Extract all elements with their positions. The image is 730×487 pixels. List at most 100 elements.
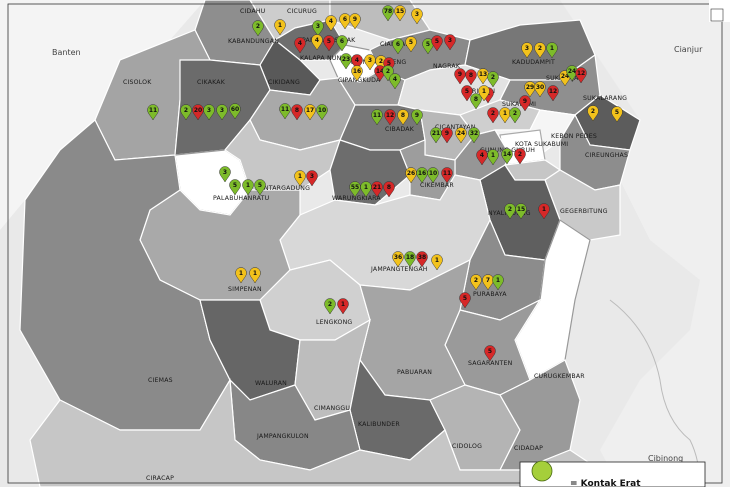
marker-count: 3 xyxy=(310,173,314,180)
outside-label-ciracap: CIRACAP xyxy=(146,475,174,482)
district-polygons xyxy=(19,0,641,487)
district-label: CIKIDANG xyxy=(268,79,300,86)
map-pin-icon xyxy=(534,42,546,59)
district-label: PABUARAN xyxy=(397,369,432,376)
marker-count: 12 xyxy=(386,112,394,119)
marker-count: 12 xyxy=(549,88,557,95)
marker-count: 2 xyxy=(491,74,495,81)
case-marker: 78 xyxy=(382,5,394,22)
map-pin-icon xyxy=(459,292,471,309)
marker-count: 1 xyxy=(503,110,507,117)
marker-count: 4 xyxy=(480,152,484,159)
case-marker: 60 xyxy=(229,103,241,120)
map-pin-icon xyxy=(501,148,513,165)
district-label: CURUGKEMBAR xyxy=(534,373,585,380)
marker-count: 60 xyxy=(231,106,239,113)
map-pin-icon xyxy=(349,181,361,198)
case-marker: 8 xyxy=(397,109,409,126)
case-marker: 1 xyxy=(360,181,372,198)
marker-count: 2 xyxy=(591,108,595,115)
marker-count: 9 xyxy=(523,98,527,105)
map-pin-icon xyxy=(392,251,404,268)
case-marker: 1 xyxy=(478,85,490,102)
marker-count: 6 xyxy=(343,16,347,23)
district-label: CIREUNGHAS xyxy=(585,152,628,159)
map-pin-icon xyxy=(422,38,434,55)
marker-count: 4 xyxy=(355,57,359,64)
map-pin-icon xyxy=(294,170,306,187)
map-pin-icon xyxy=(476,149,488,166)
marker-count: 2 xyxy=(513,110,517,117)
case-marker: 11 xyxy=(371,109,383,126)
map-pin-icon xyxy=(509,107,521,124)
case-marker: 3 xyxy=(364,54,376,71)
case-marker: 3 xyxy=(444,34,456,51)
map-pin-icon xyxy=(478,85,490,102)
marker-count: 1 xyxy=(435,257,439,264)
district-label: SIMPENAN xyxy=(228,286,262,293)
marker-count: 4 xyxy=(393,76,397,83)
map-pin-icon xyxy=(229,103,241,120)
marker-count: 21 xyxy=(432,130,440,137)
district-label: KOTA SUKABUMI xyxy=(515,141,568,148)
case-marker: 2 xyxy=(324,298,336,315)
district-label: JAMPANGKULON xyxy=(256,433,309,440)
case-marker: 8 xyxy=(291,104,303,121)
case-marker: 2 xyxy=(487,71,499,88)
district-label: SUKABUMI xyxy=(502,101,536,108)
marker-count: 38 xyxy=(418,254,426,261)
marker-count: 8 xyxy=(469,72,473,79)
case-marker: 5 xyxy=(254,179,266,196)
case-marker: 38 xyxy=(416,251,428,268)
marker-count: 8 xyxy=(295,107,299,114)
case-marker: 4 xyxy=(294,37,306,54)
case-marker: 21 xyxy=(430,127,442,144)
case-marker: 3 xyxy=(219,166,231,183)
district-label: SUKALARANG xyxy=(583,95,627,102)
district-label: CIKAKAK xyxy=(197,79,226,86)
marker-count: 1 xyxy=(496,277,500,284)
marker-count: 5 xyxy=(615,109,619,116)
case-marker: 2 xyxy=(509,107,521,124)
district-label: KALAPA NUNGGAL xyxy=(300,55,360,62)
map-pin-icon xyxy=(430,127,442,144)
district-label: CIDOLOG xyxy=(452,443,482,450)
corner-box xyxy=(710,8,724,22)
marker-count: 1 xyxy=(239,270,243,277)
map-pin-icon xyxy=(427,167,439,184)
marker-count: 5 xyxy=(327,38,331,45)
marker-count: 21 xyxy=(373,184,381,191)
map-pin-icon xyxy=(587,105,599,122)
marker-count: 2 xyxy=(538,45,542,52)
case-marker: 7 xyxy=(482,274,494,291)
marker-count: 10 xyxy=(318,107,326,114)
case-marker: 10 xyxy=(316,104,328,121)
district-label: WALURAN xyxy=(255,380,287,387)
case-marker: 9 xyxy=(441,127,453,144)
case-marker: 24 xyxy=(455,127,467,144)
case-marker: 10 xyxy=(427,167,439,184)
case-marker: 1 xyxy=(274,19,286,36)
map-pin-icon xyxy=(482,274,494,291)
map-pin-icon xyxy=(252,20,264,37)
marker-count: 1 xyxy=(491,152,495,159)
district-label: KABANDUNGAN xyxy=(228,38,279,45)
map-pin-icon xyxy=(514,148,526,165)
marker-count: 4 xyxy=(315,37,319,44)
case-marker: 5 xyxy=(405,36,417,53)
marker-count: 8 xyxy=(401,112,405,119)
case-marker: 5 xyxy=(323,35,335,52)
marker-count: 5 xyxy=(409,39,413,46)
map-pin-icon xyxy=(521,42,533,59)
marker-count: 4 xyxy=(329,18,333,25)
map-pin-icon xyxy=(371,109,383,126)
district-label: CIBADAK xyxy=(385,126,415,133)
map-pin-icon xyxy=(470,93,482,110)
case-marker: 2 xyxy=(587,105,599,122)
map-pin-icon xyxy=(219,166,231,183)
outside-label-cibinong: Cibinong xyxy=(648,454,683,463)
district-label: WARUNGKIARA xyxy=(332,195,381,202)
map-pin-icon xyxy=(235,267,247,284)
marker-count: 10 xyxy=(429,170,437,177)
